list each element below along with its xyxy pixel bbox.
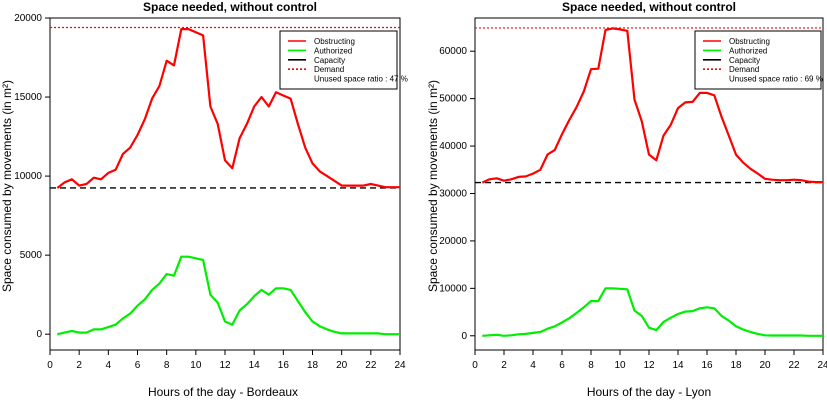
legend-label: Obstructing	[729, 37, 770, 46]
x-tick-label: 20	[759, 360, 771, 371]
y-tick-label: 15000	[14, 92, 42, 103]
x-tick-label: 6	[135, 360, 141, 371]
legend-label: Obstructing	[314, 37, 355, 46]
series-line-authorized	[482, 287, 823, 337]
x-tick-label: 20	[336, 360, 348, 371]
x-tick-label: 6	[559, 360, 565, 371]
y-tick-label: 50000	[439, 94, 467, 105]
x-tick-label: 10	[614, 360, 626, 371]
x-tick-label: 2	[76, 360, 82, 371]
y-tick-label: 20000	[439, 236, 467, 247]
x-tick-label: 12	[219, 360, 231, 371]
legend-label: Authorized	[729, 46, 767, 55]
x-tick-label: 24	[817, 360, 827, 371]
x-tick-label: 22	[365, 360, 377, 371]
legend-note: Unused space ratio : 47 %	[314, 75, 408, 84]
y-tick-label: 5000	[20, 250, 43, 261]
legend-label: Demand	[729, 65, 759, 74]
y-tick-label: 30000	[439, 188, 467, 199]
chart-panel-lyon: Space needed, without control Hours of t…	[426, 0, 827, 399]
legend-label: Capacity	[729, 56, 760, 65]
x-tick-label: 24	[394, 360, 406, 371]
series-line-obstructing	[481, 27, 823, 184]
x-tick-label: 22	[788, 360, 800, 371]
legend-label: Capacity	[314, 56, 345, 65]
legend-label: Authorized	[314, 46, 352, 55]
y-tick-label: 60000	[439, 46, 467, 57]
x-tick-label: 4	[106, 360, 112, 371]
y-tick-label: 20000	[14, 13, 42, 24]
y-axis-label: Space consumed by movements (in m²)	[426, 80, 440, 292]
x-tick-label: 14	[249, 360, 261, 371]
chart-title: Space needed, without control	[143, 0, 317, 14]
x-tick-label: 10	[190, 360, 202, 371]
y-tick-label: 40000	[439, 141, 467, 152]
x-tick-label: 16	[278, 360, 290, 371]
chart-title: Space needed, without control	[562, 0, 736, 14]
x-tick-label: 8	[588, 360, 594, 371]
x-tick-label: 18	[730, 360, 742, 371]
y-axis-label: Space consumed by movements (in m²)	[0, 80, 14, 292]
x-tick-label: 14	[672, 360, 684, 371]
series-line-obstructing	[56, 28, 400, 189]
y-tick-label: 10000	[14, 171, 42, 182]
legend-note: Unused space ratio : 69 %	[729, 75, 823, 84]
x-tick-label: 4	[530, 360, 536, 371]
x-axis-label: Hours of the day - Lyon	[587, 385, 711, 399]
x-tick-label: 16	[701, 360, 713, 371]
legend-label: Demand	[314, 65, 344, 74]
x-tick-label: 12	[643, 360, 655, 371]
x-tick-label: 0	[472, 360, 478, 371]
x-tick-label: 0	[47, 360, 53, 371]
x-tick-label: 18	[307, 360, 319, 371]
x-tick-label: 8	[164, 360, 170, 371]
chart-panel-bordeaux: Space needed, without control Hours of t…	[0, 0, 408, 399]
y-tick-label: 0	[36, 329, 42, 340]
y-tick-label: 10000	[439, 283, 467, 294]
x-tick-label: 2	[501, 360, 507, 371]
y-tick-label: 0	[461, 331, 467, 342]
x-axis-label: Hours of the day - Bordeaux	[148, 385, 298, 399]
series-line-authorized	[57, 255, 400, 336]
